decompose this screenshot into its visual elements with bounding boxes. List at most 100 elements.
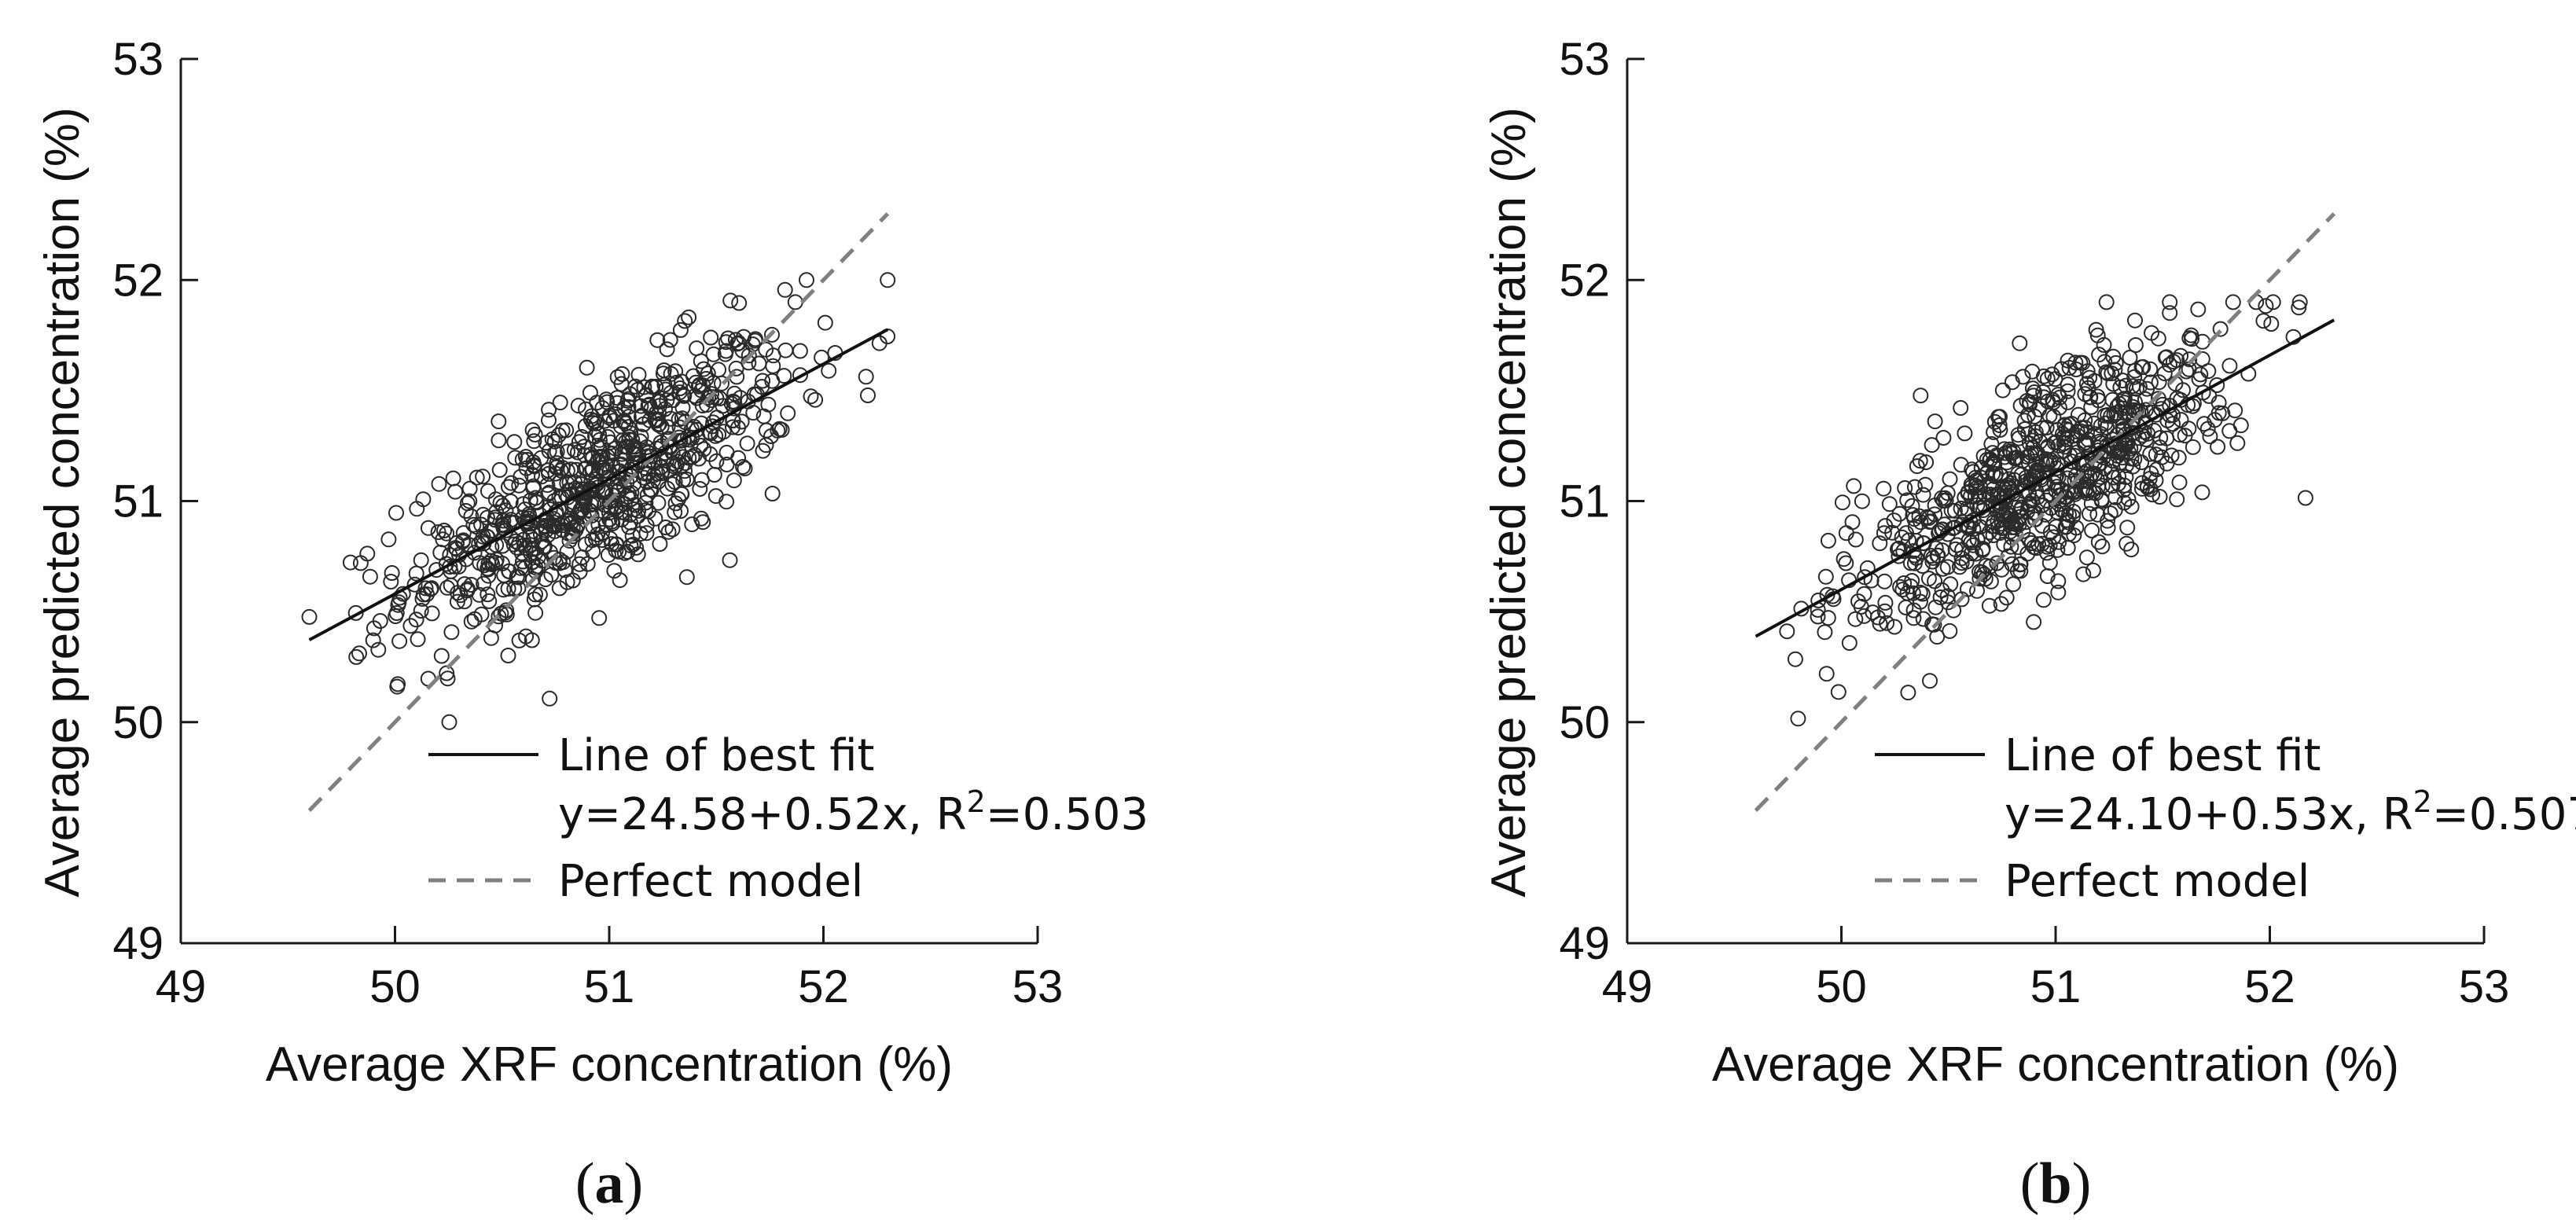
scatter-point (526, 457, 542, 473)
scatter-point (551, 555, 568, 571)
scatter-point (491, 461, 508, 478)
scatter-point (632, 526, 649, 542)
scatter-point (728, 360, 744, 376)
scatter-point (1964, 479, 1980, 495)
scatter-point (754, 379, 770, 395)
scatter-point (491, 432, 507, 449)
scatter-point (1920, 571, 1937, 587)
scatter-point (647, 510, 663, 527)
scatter-point (614, 446, 630, 462)
y-tick-label: 53 (112, 34, 164, 85)
scatter-point (2152, 489, 2168, 505)
scatter-point (1847, 611, 1864, 627)
scatter-point (1899, 492, 1916, 509)
scatter-point (413, 603, 429, 619)
best-fit-line-a (308, 328, 889, 641)
scatter-point (2027, 408, 2043, 424)
scatter-point (1927, 413, 1943, 430)
scatter-point (2148, 461, 2165, 478)
scatter-point (2291, 299, 2307, 316)
scatter-point (2137, 402, 2154, 418)
scatter-point (2221, 423, 2238, 439)
scatter-point (2015, 523, 2031, 539)
legend-a: Line of best fit y=24.58+0.52x, R2=0.503… (428, 730, 1148, 907)
scatter-point (630, 382, 646, 398)
scatter-point (2096, 336, 2112, 353)
scatter-point (2012, 335, 2028, 351)
scatter-point (2142, 446, 2159, 462)
scatter-point (2015, 369, 2031, 385)
scatter-point (776, 368, 792, 384)
legend-equation-superscript-b: 2 (2413, 784, 2432, 819)
scatter-point (1841, 635, 1858, 651)
scatter-point (475, 468, 491, 485)
scatter-point (1817, 568, 1834, 585)
legend-b: Line of best fit y=24.10+0.53x, R2=0.507… (1875, 730, 2576, 907)
scatter-point (714, 375, 729, 391)
scatter-point (527, 426, 543, 443)
scatter-point (2109, 448, 2126, 464)
scatter-point (1915, 487, 1931, 503)
scatter-point (735, 459, 751, 475)
scatter-point (2041, 555, 2058, 571)
scatter-point (1908, 549, 1924, 566)
scatter-point (2194, 484, 2210, 501)
scatter-point (463, 508, 480, 524)
scatter-point (370, 641, 387, 658)
x-tick-marks-b (1626, 926, 2486, 943)
scatter-point (764, 486, 781, 501)
scatter-point (2133, 480, 2150, 497)
legend-equation-r2-a: =0.503 (986, 789, 1148, 840)
scatter-point (538, 519, 554, 535)
scatter-point (2082, 389, 2098, 406)
scatter-point (531, 586, 548, 603)
scatter-point (2014, 453, 2030, 469)
scatter-point (546, 549, 562, 566)
scatter-point (1838, 525, 1854, 542)
scatter-point (2133, 454, 2150, 471)
scatter-point (389, 678, 406, 695)
scatter-point (506, 434, 523, 450)
y-tick-marks-b (1627, 57, 1644, 945)
scatter-point (2111, 395, 2128, 412)
scatter-point (1983, 573, 1999, 589)
scatter-point (530, 549, 546, 565)
scatter-point (609, 369, 626, 385)
y-axis-title-a: Average predicted concentration (%) (35, 107, 90, 897)
legend-equation-main-b: y=24.10+0.53x, R (2005, 789, 2413, 840)
scatter-point (673, 503, 689, 519)
scatter-point (627, 378, 644, 395)
scatter-point (1963, 488, 1979, 505)
scatter-point (774, 421, 790, 438)
scatter-point (413, 552, 429, 568)
scatter-point (1915, 611, 1931, 627)
scatter-point (1856, 608, 1872, 624)
scatter-point (2190, 301, 2207, 318)
scatter-point (1830, 684, 1847, 700)
scatter-point (755, 373, 771, 389)
scatter-point (2209, 377, 2225, 393)
scatter-point (1967, 488, 1983, 505)
scatter-point (516, 537, 533, 553)
scatter-point (725, 419, 740, 435)
scatter-point (417, 580, 434, 597)
scatter-point (524, 632, 540, 648)
scatter-point (570, 506, 586, 523)
scatter-point (648, 378, 664, 395)
scatter-point (2054, 502, 2071, 518)
legend-fit-label-a: Line of best fit (558, 730, 874, 781)
scatter-point (2096, 354, 2113, 370)
scatter-point (1929, 547, 1946, 564)
scatter-point (1934, 542, 1950, 559)
scatter-point (624, 432, 641, 448)
scatter-point (420, 520, 436, 536)
scatter-point (1854, 493, 1870, 509)
panel-label-b: (b) (2020, 1151, 2091, 1216)
scatter-point (2192, 366, 2209, 383)
y-tick-label: 50 (1559, 697, 1610, 748)
scatter-point (2104, 478, 2121, 494)
scatter-point (624, 527, 641, 544)
scatter-point (2093, 426, 2109, 443)
scatter-point (430, 524, 446, 540)
scatter-point (445, 470, 461, 487)
